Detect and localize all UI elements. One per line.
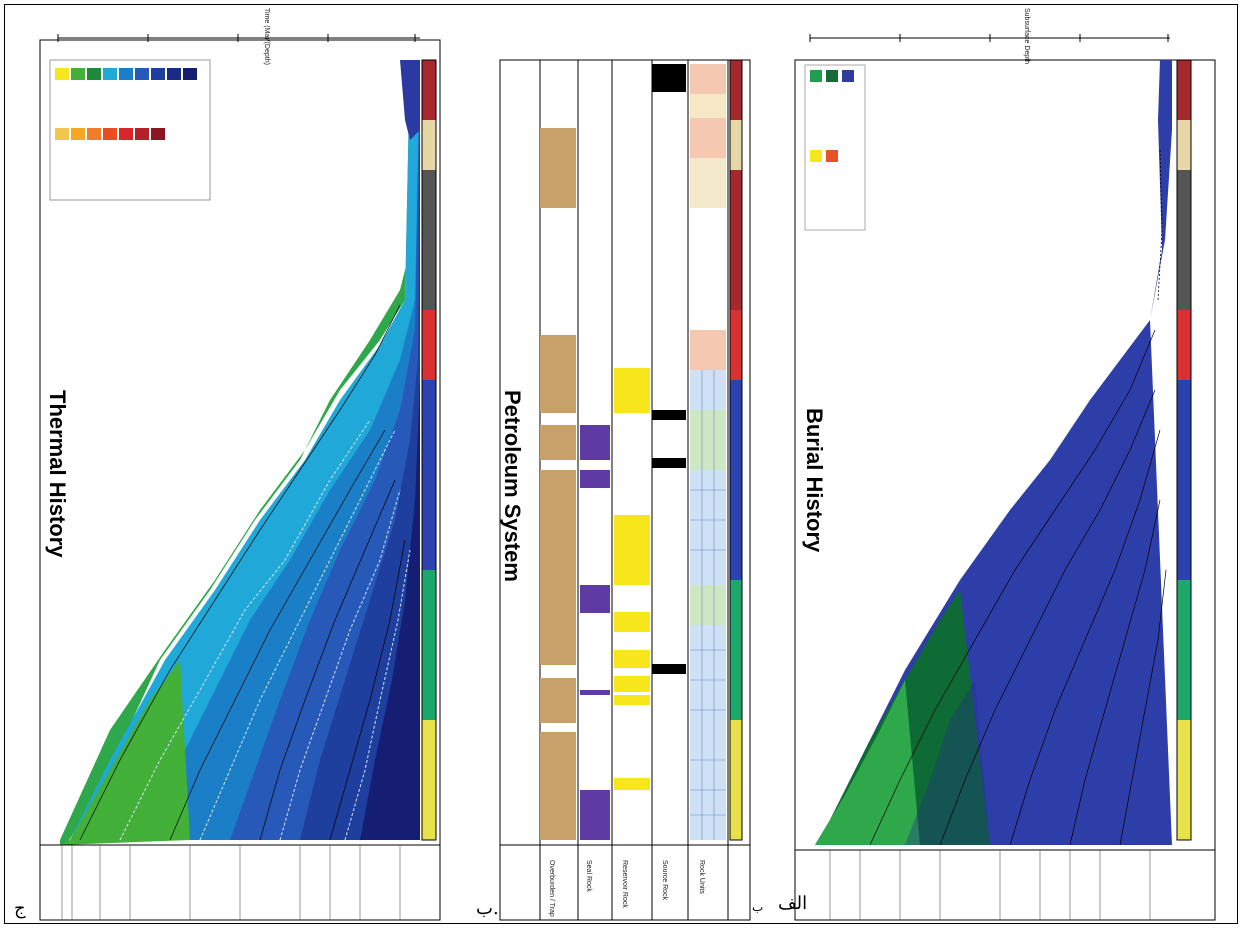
petroleum-seal-bars [580,425,610,840]
burial-legend-swatch [826,150,838,162]
burial-formation-dividers [829,850,1151,920]
burial-corner-label: الف [778,893,808,914]
petroleum-rock-units [690,64,726,840]
thermal-layer-deep-blue [300,60,420,840]
petroleum-corner-label: ب. [476,898,499,919]
thermal-axis-ticks [57,34,416,42]
thermal-layer-green [60,60,420,855]
petroleum-label-table [499,844,751,921]
petroleum-row-label-source: Source Rock [661,860,668,901]
petroleum-source-bars [652,64,686,674]
thermal-legend-swatch [119,128,133,140]
burial-shade [905,680,990,845]
burial-formation-table [794,849,1216,921]
petroleum-row-label-rock-units: Rock Units [698,860,705,894]
thermal-legend-swatch [183,68,197,80]
petroleum-label-dividers [539,845,729,920]
thermal-legend-swatch [119,68,133,80]
petroleum-tan-bars [540,128,576,840]
petroleum-system-panel [499,59,751,921]
thermal-legend-swatch [103,68,117,80]
thermal-history-title: Thermal History [45,390,70,558]
burial-legend-swatch [826,70,838,82]
petroleum-rock-grid [690,370,726,840]
thermal-legend-swatches [55,68,197,140]
burial-legend-swatch [842,70,854,82]
thermal-legend-swatch [71,68,85,80]
burial-green-light [815,680,920,845]
thermal-legend-swatch [55,68,69,80]
thermal-legend-swatch [71,128,85,140]
thermal-legend-swatch [151,128,165,140]
thermal-history-panel [39,34,441,921]
thermal-legend-swatch [87,128,101,140]
figure-border [4,4,1238,924]
petroleum-strat-column [729,59,743,841]
petroleum-row-label-seal: Seal Rock [585,860,592,892]
thermal-legend-swatch [87,68,101,80]
thermal-corner-label: ج [14,898,26,919]
burial-legend-swatch [810,70,822,82]
petroleum-bottom-marker: ب [752,900,764,914]
thermal-green-bottom [60,660,190,845]
petroleum-system-title: Petroleum System [500,390,525,582]
burial-legend-swatches [810,70,854,162]
burial-strat-column [1176,59,1192,841]
thermal-strat-column [421,59,437,841]
petroleum-row-label-reservoir: Reservoir Rock [621,860,628,908]
burial-legend-box [804,64,866,231]
thermal-top-sliver [400,60,420,140]
burial-dashed [1157,149,1163,301]
thermal-isotherms [119,419,411,841]
burial-fill [815,60,1172,845]
burial-horizons [869,329,1167,846]
thermal-legend-swatch [103,128,117,140]
thermal-legend-swatch [151,68,165,80]
thermal-axis-label: Time (Ma)/(Depth) [263,8,270,65]
thermal-legend-swatch [167,68,181,80]
thermal-legend-swatch [135,128,149,140]
thermal-layer-darkest [360,380,420,840]
burial-legend-swatch [810,150,822,162]
thermal-legend-swatch [135,68,149,80]
burial-history-title: Burial History [802,408,827,553]
burial-axis-ticks [809,34,1169,42]
thermal-formation-dividers [61,845,401,920]
thermal-legend-swatch [55,128,69,140]
burial-axis-label: Subsurface Depth [1023,8,1030,65]
thermal-horizons [79,304,406,841]
petroleum-reservoir-bars [614,368,650,790]
burial-history-panel [794,34,1216,921]
petroleum-row-label-overburden: Overburden / Trap [548,860,555,917]
